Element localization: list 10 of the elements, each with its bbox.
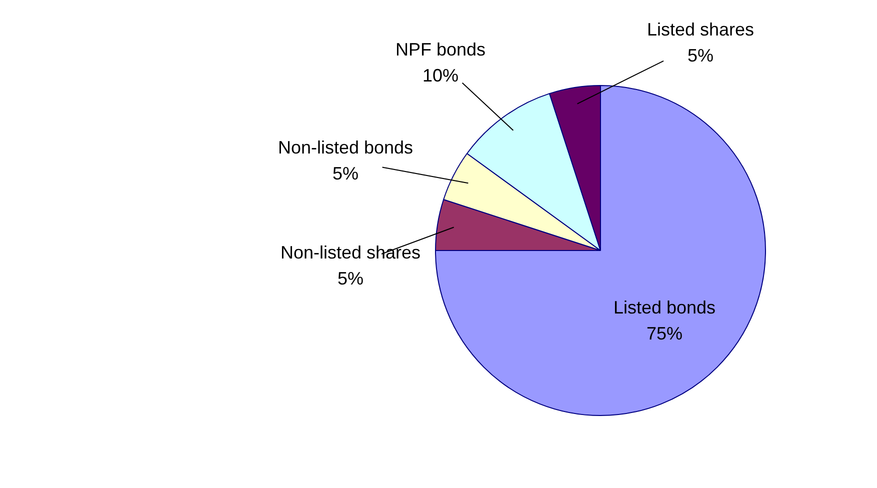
data-label: 10%	[422, 66, 459, 86]
slice-label: NPF bonds	[395, 40, 486, 60]
data-label: 5%	[332, 164, 359, 184]
slice-label: Listed bonds	[613, 298, 716, 318]
slice-label: Non-listed bonds	[278, 138, 414, 158]
data-label: 75%	[646, 324, 683, 344]
slice-label: Listed shares	[646, 20, 754, 40]
data-label: 5%	[337, 268, 364, 288]
data-label: 5%	[687, 46, 714, 66]
slice-label: Non-listed shares	[280, 242, 421, 262]
